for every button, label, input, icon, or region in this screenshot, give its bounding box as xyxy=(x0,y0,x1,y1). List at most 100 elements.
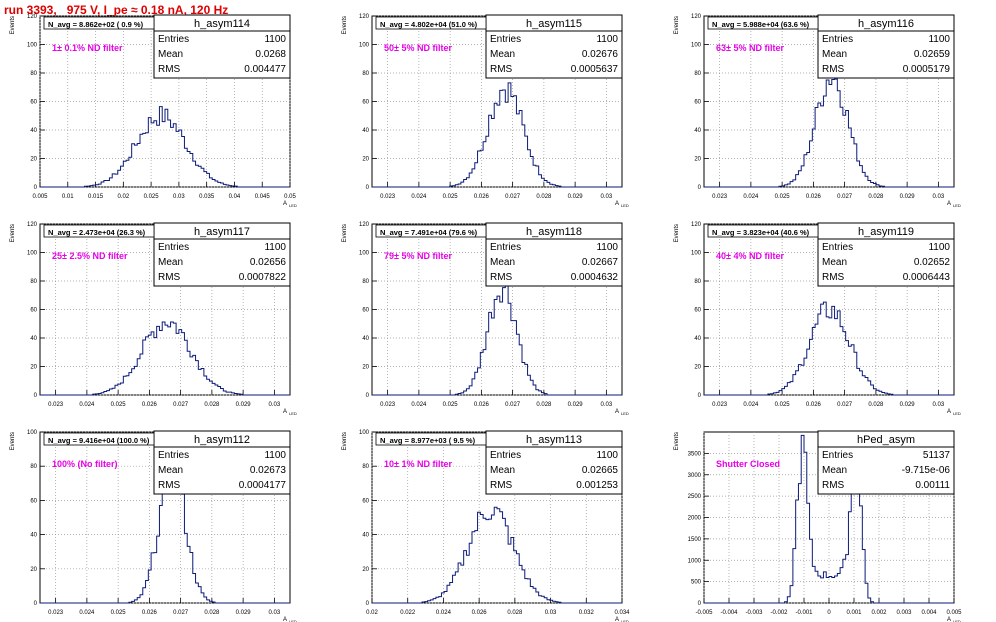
navg-label: N_avg = 3.823e+04 (40.6 %) xyxy=(712,228,810,237)
stats-label: RMS xyxy=(822,64,845,75)
y-tick-label: 100 xyxy=(359,430,370,436)
stats-label: RMS xyxy=(490,272,513,283)
filter-label: 79± 5% ND filter xyxy=(384,251,452,261)
x-tick-label: 0.026 xyxy=(472,610,488,616)
navg-box xyxy=(707,224,819,238)
y-tick-label: 80 xyxy=(362,464,369,470)
stats-value: 0.004477 xyxy=(244,64,286,75)
x-axis-label: A xyxy=(615,201,619,207)
y-axis-label: Events xyxy=(342,224,348,242)
x-tick-label: 0.026 xyxy=(142,610,158,616)
filter-label: 100% (No filter) xyxy=(52,459,118,469)
x-tick-label: 0.029 xyxy=(900,194,916,200)
x-tick-label: 0.023 xyxy=(48,610,64,616)
navg-label: N_avg = 4.802e+04 (51.0 %) xyxy=(380,20,478,29)
navg-label: N_avg = 2.473e+04 (26.3 %) xyxy=(48,228,146,237)
stats-label: Entries xyxy=(822,242,853,253)
x-axis-label-sub: LED xyxy=(289,203,297,208)
histogram-panel-hPed_asym: -0.005 -0.004 -0.003 -0.002 -0.001 0 0.001 0.00… xyxy=(674,430,962,622)
x-tick-label: 0.026 xyxy=(806,194,822,200)
histogram-panel-h_asym117: 0.023 0.024 0.025 0.026 0.027 0.028 0.029 0.03 0… xyxy=(10,222,297,416)
y-tick-label: 120 xyxy=(27,14,38,20)
y-tick-label: 1000 xyxy=(688,558,702,564)
stats-value: 0.02656 xyxy=(250,257,287,268)
stats-value: 0.00111 xyxy=(915,480,950,491)
y-tick-label: 0 xyxy=(34,601,38,607)
stats-value: 0.02673 xyxy=(250,465,287,476)
x-axis-label-sub: LED xyxy=(621,411,629,416)
stats-value: 51137 xyxy=(923,450,951,461)
stats-value: 0.02659 xyxy=(914,49,951,60)
y-axis-label: Events xyxy=(10,16,16,34)
stats-value: 1100 xyxy=(264,242,286,253)
x-tick-label: 0.027 xyxy=(505,402,521,408)
x-tick-label: 0.028 xyxy=(204,402,220,408)
stats-label: Entries xyxy=(158,34,189,45)
x-tick-label: 0.03 xyxy=(933,402,945,408)
stats-label: Mean xyxy=(158,257,183,268)
stats-label: RMS xyxy=(158,272,181,283)
stats-label: RMS xyxy=(158,64,181,75)
x-tick-label: 0.024 xyxy=(411,194,427,200)
x-tick-label: 0.025 xyxy=(443,402,459,408)
stats-value: 1100 xyxy=(596,34,618,45)
stats-label: RMS xyxy=(822,480,845,491)
stats-title: hPed_asym xyxy=(857,434,915,446)
x-tick-label: 0.029 xyxy=(568,402,584,408)
y-tick-label: 20 xyxy=(694,365,701,371)
x-tick-label: 0.025 xyxy=(775,402,791,408)
x-tick-label: 0.045 xyxy=(255,194,271,200)
x-tick-label: 0.023 xyxy=(48,402,64,408)
navg-box xyxy=(375,16,487,30)
x-tick-label: 0.024 xyxy=(436,610,452,616)
x-axis-label-sub: LED xyxy=(289,411,297,416)
stats-label: RMS xyxy=(490,480,513,491)
stats-label: Entries xyxy=(158,450,189,461)
stats-label: Mean xyxy=(822,257,847,268)
x-tick-label: -0.005 xyxy=(695,610,713,616)
x-tick-label: 0.023 xyxy=(712,402,728,408)
navg-box xyxy=(375,224,487,238)
y-tick-label: 120 xyxy=(359,222,370,228)
x-tick-label: 0.024 xyxy=(79,402,95,408)
stats-value: 0.001253 xyxy=(576,480,618,491)
histogram-panel-h_asym115: 0.023 0.024 0.025 0.026 0.027 0.028 0.029 0.03 0… xyxy=(342,14,629,208)
y-tick-label: 500 xyxy=(691,580,702,586)
navg-label: N_avg = 9.416e+04 (100.0 %) xyxy=(48,436,150,445)
navg-box xyxy=(375,432,487,446)
stats-value: 1100 xyxy=(928,242,950,253)
x-tick-label: 0.04 xyxy=(229,194,241,200)
y-tick-label: 20 xyxy=(362,567,369,573)
y-tick-label: 60 xyxy=(30,100,37,106)
stats-label: Entries xyxy=(822,450,853,461)
x-axis-label-sub: LED xyxy=(289,619,297,622)
stats-value: 0.02667 xyxy=(582,257,619,268)
stats-value: 1100 xyxy=(928,34,950,45)
x-tick-label: 0.027 xyxy=(505,194,521,200)
stats-label: Entries xyxy=(158,242,189,253)
x-axis-label: A xyxy=(947,201,951,207)
x-tick-label: 0.027 xyxy=(173,610,189,616)
x-tick-label: 0.027 xyxy=(173,402,189,408)
y-axis-label: Events xyxy=(342,16,348,34)
y-tick-label: 120 xyxy=(691,222,702,228)
stats-title: h_asym113 xyxy=(526,434,582,446)
x-axis-label: A xyxy=(615,617,619,622)
stats-title: h_asym115 xyxy=(526,18,582,30)
x-tick-label: 0.024 xyxy=(411,402,427,408)
x-tick-label: 0.022 xyxy=(400,610,416,616)
histogram-line xyxy=(704,301,954,396)
x-tick-label: 0.003 xyxy=(896,610,912,616)
stats-value: 0.0268 xyxy=(255,49,286,60)
x-tick-label: 0.03 xyxy=(601,194,613,200)
y-tick-label: 100 xyxy=(359,43,370,49)
y-tick-label: 40 xyxy=(30,533,37,539)
y-tick-label: 80 xyxy=(362,71,369,77)
navg-label: N_avg = 5.988e+04 (63.6 %) xyxy=(712,20,810,29)
y-tick-label: 40 xyxy=(30,336,37,342)
navg-label: N_avg = 7.491e+04 (79.6 %) xyxy=(380,228,478,237)
x-tick-label: 0.025 xyxy=(144,194,160,200)
y-axis-label: Events xyxy=(674,16,680,34)
stats-label: Mean xyxy=(822,49,847,60)
x-tick-label: 0.03 xyxy=(269,402,281,408)
